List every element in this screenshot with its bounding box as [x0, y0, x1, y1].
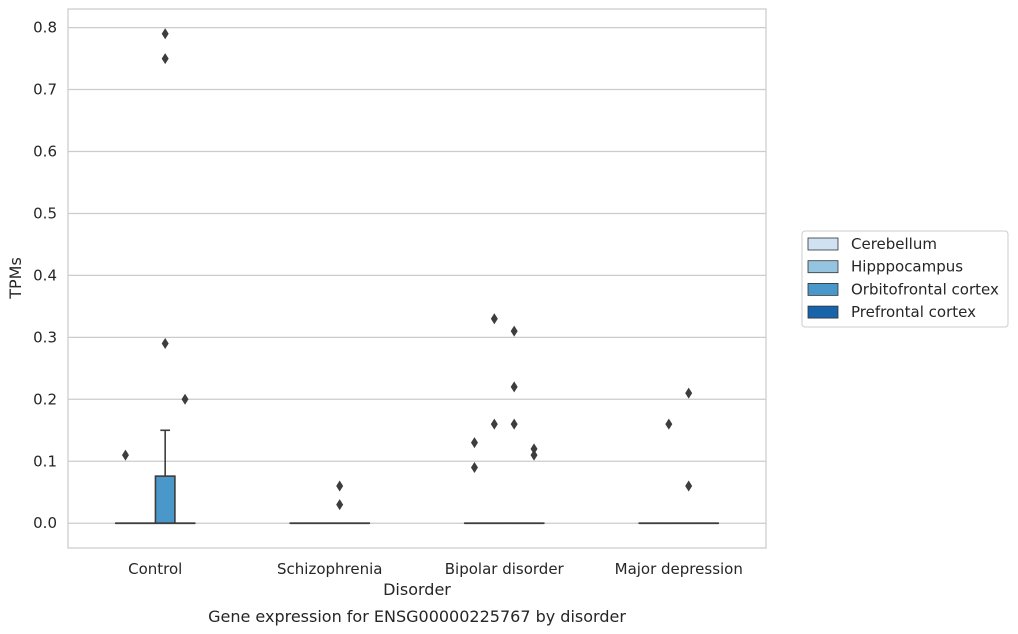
- legend: Cerebellum Hipppocampus Orbitofrontal cort…: [801, 230, 1009, 328]
- y-tick-label: 0.7: [33, 81, 57, 99]
- outlier-point: [336, 499, 344, 511]
- outlier-point: [470, 461, 478, 473]
- legend-label: Orbitofrontal cortex: [851, 280, 999, 298]
- outlier-point: [181, 393, 189, 405]
- x-axis-ticks: Control Schizophrenia Bipolar disorder Majo…: [128, 560, 743, 578]
- box: [154, 475, 176, 525]
- y-tick-label: 0.0: [33, 514, 57, 532]
- outlier-point: [510, 325, 518, 337]
- outlier-point: [161, 53, 169, 65]
- legend-swatch: [807, 282, 839, 296]
- outlier-point: [490, 418, 498, 430]
- outlier-point: [530, 449, 538, 461]
- gridlines: [68, 26, 766, 524]
- box-plot-marks: [114, 28, 720, 525]
- outlier-point: [665, 418, 673, 430]
- y-tick-label: 0.5: [33, 204, 57, 222]
- outlier-point: [161, 338, 169, 350]
- y-tick-label: 0.2: [33, 390, 57, 408]
- y-tick-label: 0.8: [33, 19, 57, 37]
- outlier-point: [510, 381, 518, 393]
- legend-frame: [801, 230, 1009, 328]
- outlier-point: [530, 443, 538, 455]
- plot-frame: [67, 8, 767, 549]
- x-tick-label: Control: [128, 560, 182, 578]
- outlier-point: [336, 480, 344, 492]
- outlier-point: [161, 28, 169, 40]
- legend-label: Cerebellum: [851, 235, 937, 253]
- outlier-point: [490, 313, 498, 325]
- outlier-point: [470, 437, 478, 449]
- x-tick-label: Bipolar disorder: [445, 560, 565, 578]
- legend-swatch: [807, 237, 839, 251]
- y-tick-label: 0.4: [33, 266, 57, 284]
- outlier-point: [685, 480, 693, 492]
- y-tick-label: 0.1: [33, 452, 57, 470]
- x-axis-label: Disorder: [383, 580, 451, 599]
- chart-caption: Gene expression for ENSG00000225767 by d…: [208, 607, 626, 626]
- y-axis-label: TPMs: [6, 257, 25, 300]
- legend-swatch: [807, 305, 839, 319]
- legend-swatch: [807, 260, 839, 274]
- x-tick-label: Schizophrenia: [277, 560, 382, 578]
- outlier-point: [685, 387, 693, 399]
- outlier-point: [121, 449, 129, 461]
- legend-label: Hipppocampus: [851, 258, 963, 276]
- legend-label: Prefrontal cortex: [851, 303, 976, 321]
- outlier-point: [510, 418, 518, 430]
- y-axis-ticks: 0.0 0.1 0.2 0.3 0.4 0.5 0.6 0.7 0.8: [33, 19, 57, 533]
- y-tick-label: 0.3: [33, 328, 57, 346]
- x-tick-label: Major depression: [615, 560, 743, 578]
- y-tick-label: 0.6: [33, 142, 57, 160]
